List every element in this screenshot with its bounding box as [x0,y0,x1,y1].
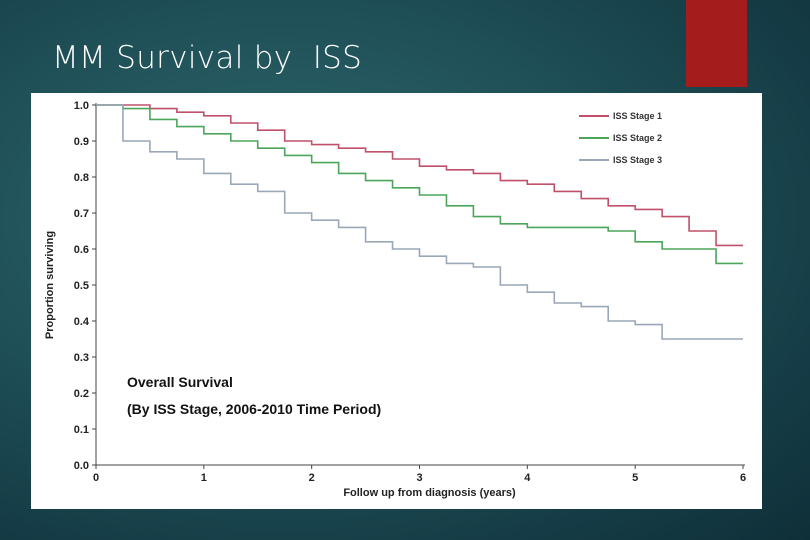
y-tick-label: 0.4 [74,316,90,328]
y-tick-label: 0.7 [74,208,89,220]
y-tick-label: 0.8 [74,172,89,184]
legend-label: ISS Stage 3 [613,155,662,165]
y-tick-label: 1.0 [74,100,89,112]
x-tick-label: 2 [309,472,315,484]
legend-label: ISS Stage 2 [613,133,662,143]
y-tick-label: 0.3 [74,352,89,364]
chart-legend: ISS Stage 1 ISS Stage 2 ISS Stage 3 [579,111,662,165]
legend-label: ISS Stage 1 [613,111,662,121]
y-tick-label: 0.2 [74,388,89,400]
series-line-stage-1 [96,104,743,247]
y-tick-label: 0.9 [74,136,89,148]
y-tick-label: 0.5 [74,280,89,292]
chart-series-layer [96,104,743,340]
slide-title: MM Survival by ISS [52,40,363,76]
annotation-line: Overall Survival [127,374,233,390]
x-tick-label: 3 [416,472,422,484]
x-tick-label: 0 [93,472,99,484]
survival-chart: 0.0 0.1 0.2 0.3 0.4 0.5 0.6 0.7 0.8 0.9 1.0 0 1 2 3 4 5 6… [44,100,746,499]
accent-block [686,0,747,87]
series-line-stage-3 [96,104,743,340]
chart-annotation: Overall Survival (By ISS Stage, 2006-2010… [127,374,381,417]
y-tick-label: 0.0 [74,460,89,472]
x-axis-title: Follow up from diagnosis (years) [343,487,516,499]
series-line-stage-2 [96,104,743,265]
annotation-line: (By ISS Stage, 2006-2010 Time Period) [127,401,381,417]
chart-panel: 0.0 0.1 0.2 0.3 0.4 0.5 0.6 0.7 0.8 0.9 1.0 0 1 2 3 4 5 6… [31,93,762,509]
y-tick-label: 0.6 [74,244,89,256]
chart-axes: 0.0 0.1 0.2 0.3 0.4 0.5 0.6 0.7 0.8 0.9 1.0 0 1 2 3 4 5 6 [74,100,746,484]
y-axis-title: Proportion surviving [44,231,56,339]
x-tick-label: 6 [740,472,746,484]
y-tick-label: 0.1 [74,424,89,436]
x-tick-label: 4 [524,472,531,484]
x-tick-label: 5 [632,472,638,484]
x-tick-label: 1 [201,472,207,484]
